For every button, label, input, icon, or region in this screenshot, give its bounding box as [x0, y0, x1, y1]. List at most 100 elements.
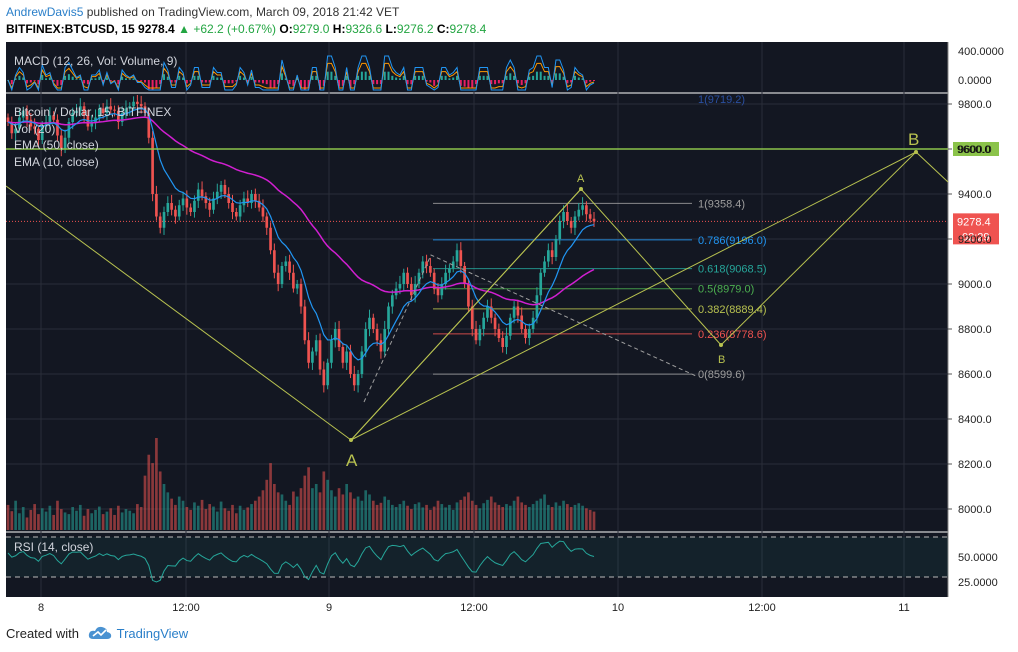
- macd-histogram-bar: [90, 78, 93, 80]
- macd-histogram-bar: [410, 80, 413, 85]
- volume-bar: [303, 475, 307, 530]
- volume-bar: [341, 494, 345, 530]
- macd-histogram-bar: [143, 80, 146, 83]
- volume-bar: [566, 504, 569, 530]
- volume-bar: [120, 512, 124, 530]
- volume-bar: [105, 511, 109, 530]
- macd-histogram-bar: [94, 78, 97, 80]
- pattern-point[interactable]: [579, 187, 583, 191]
- macd-histogram-bar: [513, 75, 516, 80]
- volume-bar: [18, 513, 21, 530]
- volume-bar: [78, 504, 82, 530]
- candle-body: [147, 113, 151, 138]
- chart-canvas[interactable]: 1(9358.4) 0.786(9196.0) 0.618(9068.5) 0.5(8…: [6, 42, 1012, 616]
- macd-histogram-bar: [539, 71, 542, 80]
- tradingview-link[interactable]: TradingView: [116, 626, 189, 641]
- volume-bar: [371, 500, 375, 530]
- volume-bar: [200, 499, 204, 530]
- candle-body: [261, 207, 265, 217]
- bar-countdown-label: 02:29: [962, 231, 990, 243]
- candle-body: [208, 203, 212, 210]
- macd-histogram-bar: [315, 75, 318, 80]
- volume-bar: [562, 500, 565, 530]
- volume-bar: [193, 502, 196, 530]
- candle-body: [368, 317, 371, 329]
- candle-body: [550, 250, 554, 257]
- candle-body: [162, 212, 166, 228]
- macd-histogram-bar: [197, 75, 200, 80]
- macd-histogram-bar: [353, 80, 356, 85]
- candle-body: [505, 335, 508, 347]
- volume-bar: [451, 509, 455, 530]
- volume-bar: [531, 504, 535, 530]
- abcd-pattern-drawing[interactable]: A B A B: [6, 130, 949, 470]
- macd-histogram-bar: [166, 76, 169, 80]
- ema50-legend: EMA (50, close): [14, 138, 99, 152]
- volume-bar: [63, 512, 67, 530]
- rsi-pane: 50.0000 25.0000: [6, 536, 998, 589]
- volume-bar: [273, 484, 276, 530]
- candle-body: [402, 272, 406, 284]
- macd-histogram-bar: [505, 75, 508, 80]
- rsi-line: [7, 540, 595, 583]
- macd-histogram-bar: [227, 80, 230, 84]
- macd-pane: 400.0000 0.0000: [7, 46, 1004, 92]
- macd-histogram-bar: [448, 78, 451, 80]
- candle-body: [413, 284, 417, 296]
- projection-dashed-line[interactable]: [363, 254, 697, 403]
- macd-histogram-bar: [486, 75, 489, 80]
- pattern-line-ab[interactable]: [350, 188, 582, 441]
- macd-histogram-bar: [204, 80, 207, 83]
- candle-body: [200, 189, 204, 197]
- macd-histogram-bar: [147, 80, 150, 90]
- macd-histogram-bar: [364, 71, 367, 80]
- candle-body: [566, 212, 569, 221]
- pattern-point[interactable]: [719, 343, 723, 347]
- macd-histogram-bar: [56, 80, 59, 86]
- volume-bar: [402, 500, 406, 530]
- pattern-line-bd[interactable]: [720, 151, 917, 346]
- pattern-label-b-small: B: [718, 354, 725, 366]
- candle-body: [352, 374, 356, 386]
- candle-body: [387, 306, 390, 329]
- macd-histogram-bar: [452, 77, 455, 80]
- macd-histogram-bar: [532, 75, 535, 80]
- volume-bar: [436, 500, 440, 530]
- volume-bar: [398, 504, 402, 530]
- macd-histogram-bar: [494, 80, 497, 85]
- pattern-point[interactable]: [914, 150, 918, 154]
- volume-bar: [482, 503, 485, 530]
- macd-histogram-bar: [566, 80, 569, 84]
- candle-body: [440, 284, 444, 296]
- macd-histogram-bar: [254, 80, 257, 83]
- volume-bar: [406, 505, 409, 530]
- candle-body: [105, 106, 109, 113]
- volume-bar: [6, 504, 10, 530]
- candle-body: [478, 329, 482, 341]
- volume-bar: [269, 463, 272, 530]
- candle-body: [455, 250, 459, 262]
- candle-body: [482, 317, 485, 329]
- fib-level-label: 0.5(8979.0): [698, 284, 754, 296]
- macd-histogram-bar: [341, 80, 344, 86]
- macd-histogram-bar: [105, 77, 108, 80]
- volume-bar: [117, 505, 120, 530]
- macd-histogram-bar: [250, 76, 253, 80]
- candle-body: [215, 191, 219, 199]
- candle-body: [113, 109, 116, 111]
- pattern-point[interactable]: [349, 438, 353, 442]
- author-link[interactable]: AndrewDavis5: [6, 5, 84, 19]
- volume-bar: [390, 504, 394, 530]
- symbol-name: BITFINEX:BTCUSD, 15: [6, 22, 135, 36]
- candle-body: [177, 205, 181, 217]
- candle-body: [444, 272, 447, 284]
- macd-histogram-bar: [41, 75, 44, 80]
- macd-histogram-bar: [501, 80, 504, 84]
- time-scale-background: [6, 597, 948, 616]
- volume-bar: [592, 511, 596, 530]
- horizontal-line-9600[interactable]: 9600.0 9278.4 02:29: [6, 142, 999, 245]
- candle-body: [174, 209, 177, 217]
- macd-histogram-bar: [277, 80, 280, 85]
- volume-bar: [265, 479, 269, 530]
- macd-histogram-bar: [71, 76, 74, 80]
